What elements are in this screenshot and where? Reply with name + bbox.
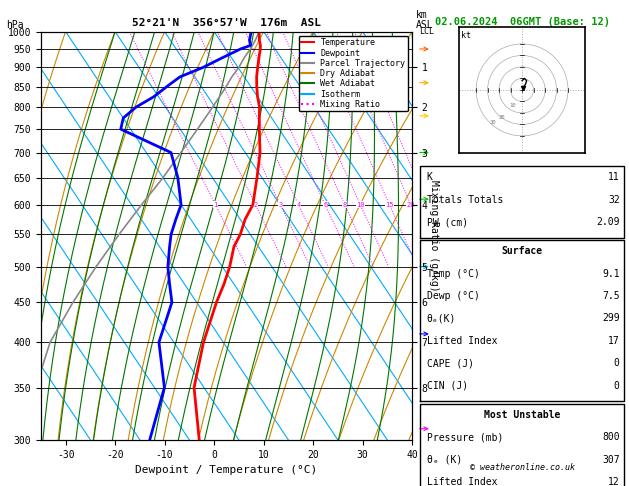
Text: 8: 8 — [343, 202, 347, 208]
Text: 20: 20 — [407, 202, 415, 208]
Text: Pressure (mb): Pressure (mb) — [426, 432, 503, 442]
Text: Lifted Index: Lifted Index — [426, 336, 497, 346]
Text: 11: 11 — [608, 172, 620, 182]
Text: 800: 800 — [602, 432, 620, 442]
Text: hPa: hPa — [6, 19, 23, 30]
Text: CAPE (J): CAPE (J) — [426, 358, 474, 368]
Text: 2.09: 2.09 — [596, 217, 620, 227]
Text: km
ASL: km ASL — [416, 10, 433, 30]
Text: 6: 6 — [323, 202, 327, 208]
Text: 0: 0 — [614, 381, 620, 391]
Text: 02.06.2024  06GMT (Base: 12): 02.06.2024 06GMT (Base: 12) — [435, 17, 610, 27]
Text: kt: kt — [462, 31, 471, 39]
Text: 12: 12 — [608, 477, 620, 486]
X-axis label: Dewpoint / Temperature (°C): Dewpoint / Temperature (°C) — [135, 465, 318, 475]
Text: 17: 17 — [608, 336, 620, 346]
Text: 10: 10 — [509, 103, 516, 108]
Text: 15: 15 — [386, 202, 394, 208]
Text: 299: 299 — [602, 313, 620, 323]
Text: Lifted Index: Lifted Index — [426, 477, 497, 486]
Text: θₑ (K): θₑ (K) — [426, 454, 462, 465]
Text: 30: 30 — [490, 121, 497, 125]
Text: 20: 20 — [498, 115, 504, 120]
Legend: Temperature, Dewpoint, Parcel Trajectory, Dry Adiabat, Wet Adiabat, Isotherm, Mi: Temperature, Dewpoint, Parcel Trajectory… — [299, 36, 408, 111]
Text: Totals Totals: Totals Totals — [426, 194, 503, 205]
Text: 2: 2 — [253, 202, 258, 208]
Y-axis label: Mixing Ratio (g/kg): Mixing Ratio (g/kg) — [429, 180, 438, 292]
Text: Most Unstable: Most Unstable — [484, 410, 560, 420]
Text: LCL: LCL — [420, 27, 435, 36]
Text: 10: 10 — [356, 202, 365, 208]
Text: Dewp (°C): Dewp (°C) — [426, 291, 479, 301]
Text: K: K — [426, 172, 433, 182]
Text: Surface: Surface — [501, 246, 543, 256]
Text: 1: 1 — [213, 202, 218, 208]
Title: 52°21'N  356°57'W  176m  ASL: 52°21'N 356°57'W 176m ASL — [132, 18, 321, 28]
Text: 4: 4 — [296, 202, 301, 208]
Text: 0: 0 — [614, 358, 620, 368]
Text: 9.1: 9.1 — [602, 269, 620, 278]
Text: θₑ(K): θₑ(K) — [426, 313, 456, 323]
Text: CIN (J): CIN (J) — [426, 381, 468, 391]
Text: 3: 3 — [278, 202, 282, 208]
Text: © weatheronline.co.uk: © weatheronline.co.uk — [470, 463, 574, 471]
Text: 307: 307 — [602, 454, 620, 465]
Text: 7.5: 7.5 — [602, 291, 620, 301]
Text: PW (cm): PW (cm) — [426, 217, 468, 227]
Text: 32: 32 — [608, 194, 620, 205]
Text: Temp (°C): Temp (°C) — [426, 269, 479, 278]
